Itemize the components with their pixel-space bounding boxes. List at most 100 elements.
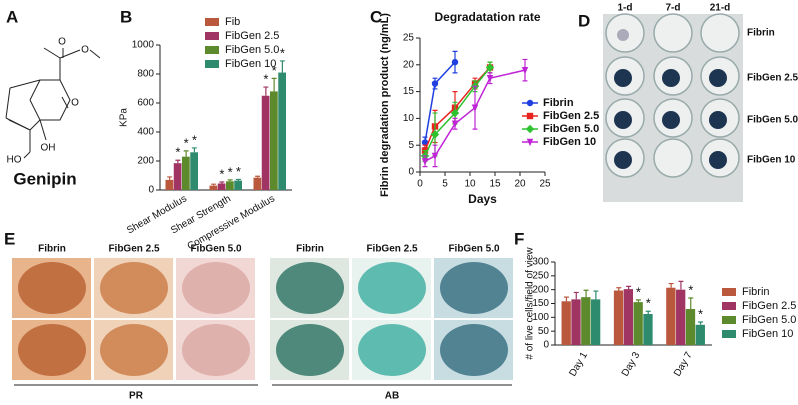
y-tick-label: 200 [532,284,549,295]
y-tick-label: 150 [532,298,549,309]
row-label: Fibrin [747,28,775,39]
bar [209,185,218,190]
legend-label: Fibrin [543,97,574,109]
significance: * [698,306,703,321]
y-axis-label: Fibrin degradation product (ng/mL) [379,13,391,197]
legend-label: FibGen 2.5 [742,300,796,312]
x-axis-label: Days [468,192,497,206]
legend-marker [526,99,534,107]
panel-label: D [578,11,590,30]
marker [431,80,439,87]
gel [617,29,629,41]
error-bar [645,310,651,315]
legend-swatch [722,302,736,310]
significance: * [688,282,693,297]
column-label: FibGen 2.5 [108,244,160,255]
y-tick-label: 400 [137,127,154,138]
significance: * [219,166,224,181]
error-bar [167,176,173,180]
error-bar [593,290,599,300]
row-label: FibGen 2.5 [747,73,798,84]
significance: * [228,164,233,179]
bar [165,179,174,190]
column-label: Fibrin [296,244,324,255]
bar [581,297,591,345]
bar [695,324,705,345]
legend-label: FibGen 10 [742,328,793,340]
legend-label: FibGen 5.0 [543,123,599,135]
stain-label: PR [129,391,144,402]
bar [270,91,278,190]
bar [643,314,653,345]
significance: * [236,164,241,179]
x-tick-label: Day 3 [620,350,643,379]
bar [623,289,633,345]
bar [590,299,601,345]
y-tick-label: 250 [532,270,549,281]
x-tick-label: 10 [464,179,476,190]
column-label: 7-d [666,3,681,14]
tissue [100,262,168,314]
significance: * [272,63,277,78]
legend-swatch [722,316,736,324]
legend-swatch [722,330,736,338]
panel-label: F [514,229,524,248]
y-tick-label: 200 [137,156,154,167]
bar [173,163,182,190]
bar [253,177,262,190]
y-tick-label: 0 [408,167,414,178]
panel-label: B [120,7,132,26]
x-tick-label: 25 [539,179,551,190]
row-label: FibGen 10 [747,155,796,166]
bar [182,156,190,190]
y-tick-label: 25 [403,33,415,44]
bar [685,309,696,345]
marker [521,66,529,75]
legend-label: Fibrin [742,286,770,298]
marker [421,158,429,166]
legend-label: FibGen 10 [543,136,596,148]
x-tick-label: 5 [442,179,448,190]
legend-swatch [722,288,736,296]
gel [662,69,680,87]
error-bar [626,285,632,290]
atom: O [81,45,89,56]
bar [261,95,270,190]
legend-swatch [205,60,219,68]
significance: * [636,284,641,299]
gel [614,151,632,169]
column-label: 1-d [618,3,633,14]
gel [709,69,727,87]
row-label: FibGen 5.0 [747,115,798,126]
bar [217,183,226,190]
column-label: FibGen 2.5 [366,244,418,255]
error-bar [279,60,285,73]
error-bar [227,179,233,182]
legend-swatch [205,32,219,40]
marker [451,58,459,66]
tissue [18,262,86,314]
error-bar [583,289,589,298]
y-tick-label: 10 [403,113,415,124]
marker [421,139,429,146]
y-tick-label: 300 [532,257,549,268]
legend-label: FibGen 10 [225,58,276,70]
gel [709,111,727,129]
y-tick-label: 800 [137,69,154,80]
well [653,13,693,53]
gel [614,69,632,87]
y-tick-label: 100 [532,312,549,323]
legend-swatch [205,18,219,26]
legend-label: FibGen 2.5 [225,30,279,42]
error-bar [573,291,579,300]
marker [431,152,439,161]
tissue [358,324,426,376]
error-bar [635,299,641,303]
error-bar [235,178,241,181]
bar [571,299,581,345]
x-tick-label: 15 [489,179,501,190]
significance: * [184,135,189,150]
gel [709,151,727,169]
